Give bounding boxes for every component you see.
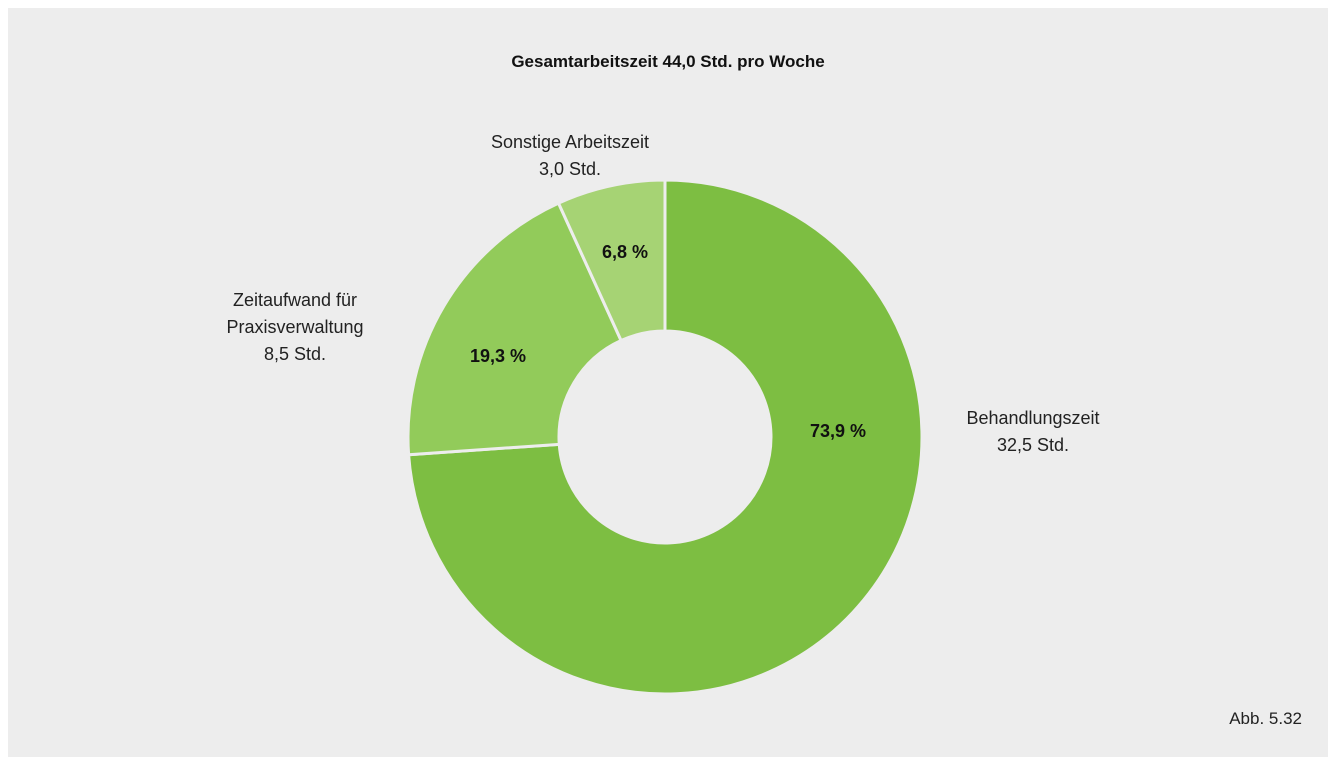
donut-segment	[556, 178, 667, 343]
value-label: 19,3 %	[470, 346, 526, 366]
hours-label: 3,0 Std.	[538, 159, 602, 179]
value-label: 6,8 %	[602, 242, 648, 262]
hours-label: 8,5 Std.	[263, 344, 327, 364]
donut-segment	[406, 201, 624, 457]
category-label: Zeitaufwand für Praxisverwaltung 8,5 Std.	[205, 287, 385, 368]
donut-segment	[407, 178, 924, 696]
category-label: Sonstige Arbeitszeit 3,0 Std.	[450, 129, 690, 183]
value-label: 73,9 %	[810, 421, 866, 441]
chart-title: Gesamtarbeitszeit 44,0 Std. pro Woche	[511, 52, 825, 71]
chart: 73,9 % 19,3 % 6,8 %	[406, 178, 924, 696]
category-name: Behandlungszeit	[966, 408, 1100, 428]
category-name: Zeitaufwand für Praxisverwaltung	[226, 290, 364, 337]
hours-label: 32,5 Std.	[996, 435, 1070, 455]
chart-panel: Gesamtarbeitszeit 44,0 Std. pro Woche 73…	[8, 8, 1328, 757]
category-label: Behandlungszeit 32,5 Std.	[918, 405, 1148, 459]
category-name: Sonstige Arbeitszeit	[490, 132, 650, 152]
figure-note: Abb. 5.32	[1229, 709, 1302, 728]
